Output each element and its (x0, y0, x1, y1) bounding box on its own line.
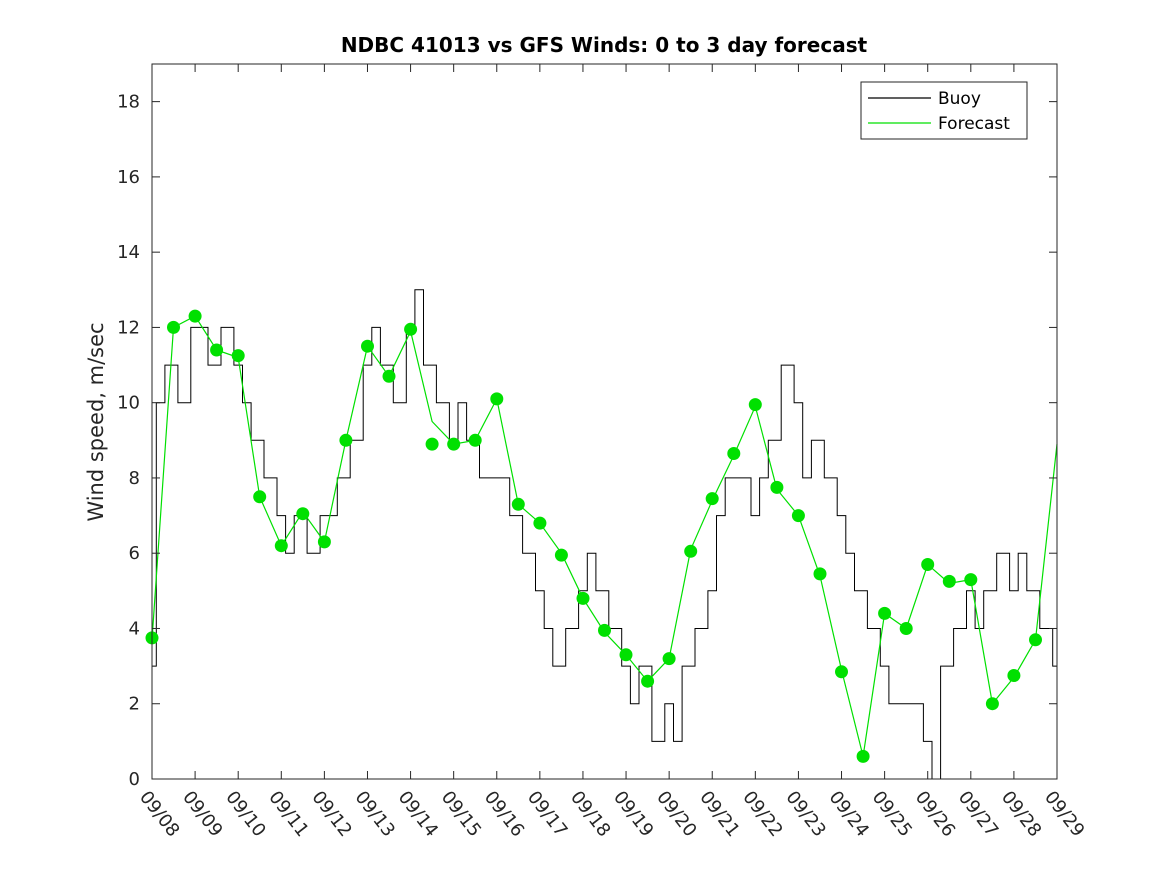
y-tick-label: 6 (129, 543, 140, 564)
forecast-point (835, 665, 848, 679)
forecast-point (662, 652, 676, 666)
forecast-point (167, 320, 180, 334)
forecast-point (791, 509, 805, 523)
forecast-point (1007, 669, 1021, 682)
forecast-point (576, 591, 590, 605)
forecast-point (727, 447, 741, 460)
legend: Buoy Forecast (860, 81, 1028, 140)
forecast-point (554, 548, 568, 562)
y-tick-label: 10 (117, 393, 140, 414)
y-tick-label: 16 (117, 167, 140, 188)
forecast-point (533, 516, 547, 530)
y-tick-label: 8 (129, 468, 140, 489)
legend-box (860, 81, 1028, 140)
forecast-point (641, 674, 655, 688)
forecast-point (899, 622, 913, 635)
forecast-point (339, 433, 353, 447)
y-axis-label: Wind speed, m/sec (84, 322, 108, 521)
forecast-point (231, 349, 245, 363)
forecast-point (210, 343, 224, 357)
forecast-point (188, 309, 202, 323)
legend-label-buoy: Buoy (938, 89, 981, 109)
forecast-point (447, 437, 461, 451)
forecast-point (253, 490, 267, 504)
forecast-point (705, 492, 719, 506)
forecast-point (942, 574, 956, 588)
y-tick-label: 0 (129, 769, 140, 790)
forecast-point (619, 648, 633, 662)
forecast-point (598, 623, 611, 637)
y-tick-label: 4 (129, 618, 140, 639)
series-line-buoy (152, 289, 1058, 780)
forecast-point (748, 398, 762, 412)
y-tick-label: 18 (117, 92, 140, 113)
chart-title: NDBC 41013 vs GFS Winds: 0 to 3 day fore… (341, 33, 868, 57)
axes-frame (151, 63, 1058, 780)
forecast-point (878, 606, 892, 620)
forecast-point (770, 480, 784, 494)
forecast-point (274, 539, 288, 553)
forecast-point (317, 535, 331, 549)
legend-label-forecast: Forecast (938, 114, 1010, 134)
forecast-point (425, 437, 439, 451)
y-tick-label: 12 (117, 317, 140, 338)
forecast-point (684, 544, 698, 558)
forecast-point (296, 507, 310, 521)
forecast-point (985, 697, 999, 711)
forecast-point (490, 392, 504, 406)
forecast-point (856, 749, 870, 763)
forecast-point (964, 573, 978, 587)
forecast-point (813, 567, 827, 581)
forecast-point (404, 322, 418, 336)
y-tick-label: 2 (129, 694, 140, 715)
forecast-point (511, 497, 525, 511)
forecast-point (382, 369, 396, 383)
forecast-point (468, 433, 482, 447)
forecast-point (361, 339, 374, 353)
forecast-point (921, 558, 935, 571)
y-tick-label: 14 (117, 242, 140, 263)
forecast-point (1029, 633, 1042, 647)
